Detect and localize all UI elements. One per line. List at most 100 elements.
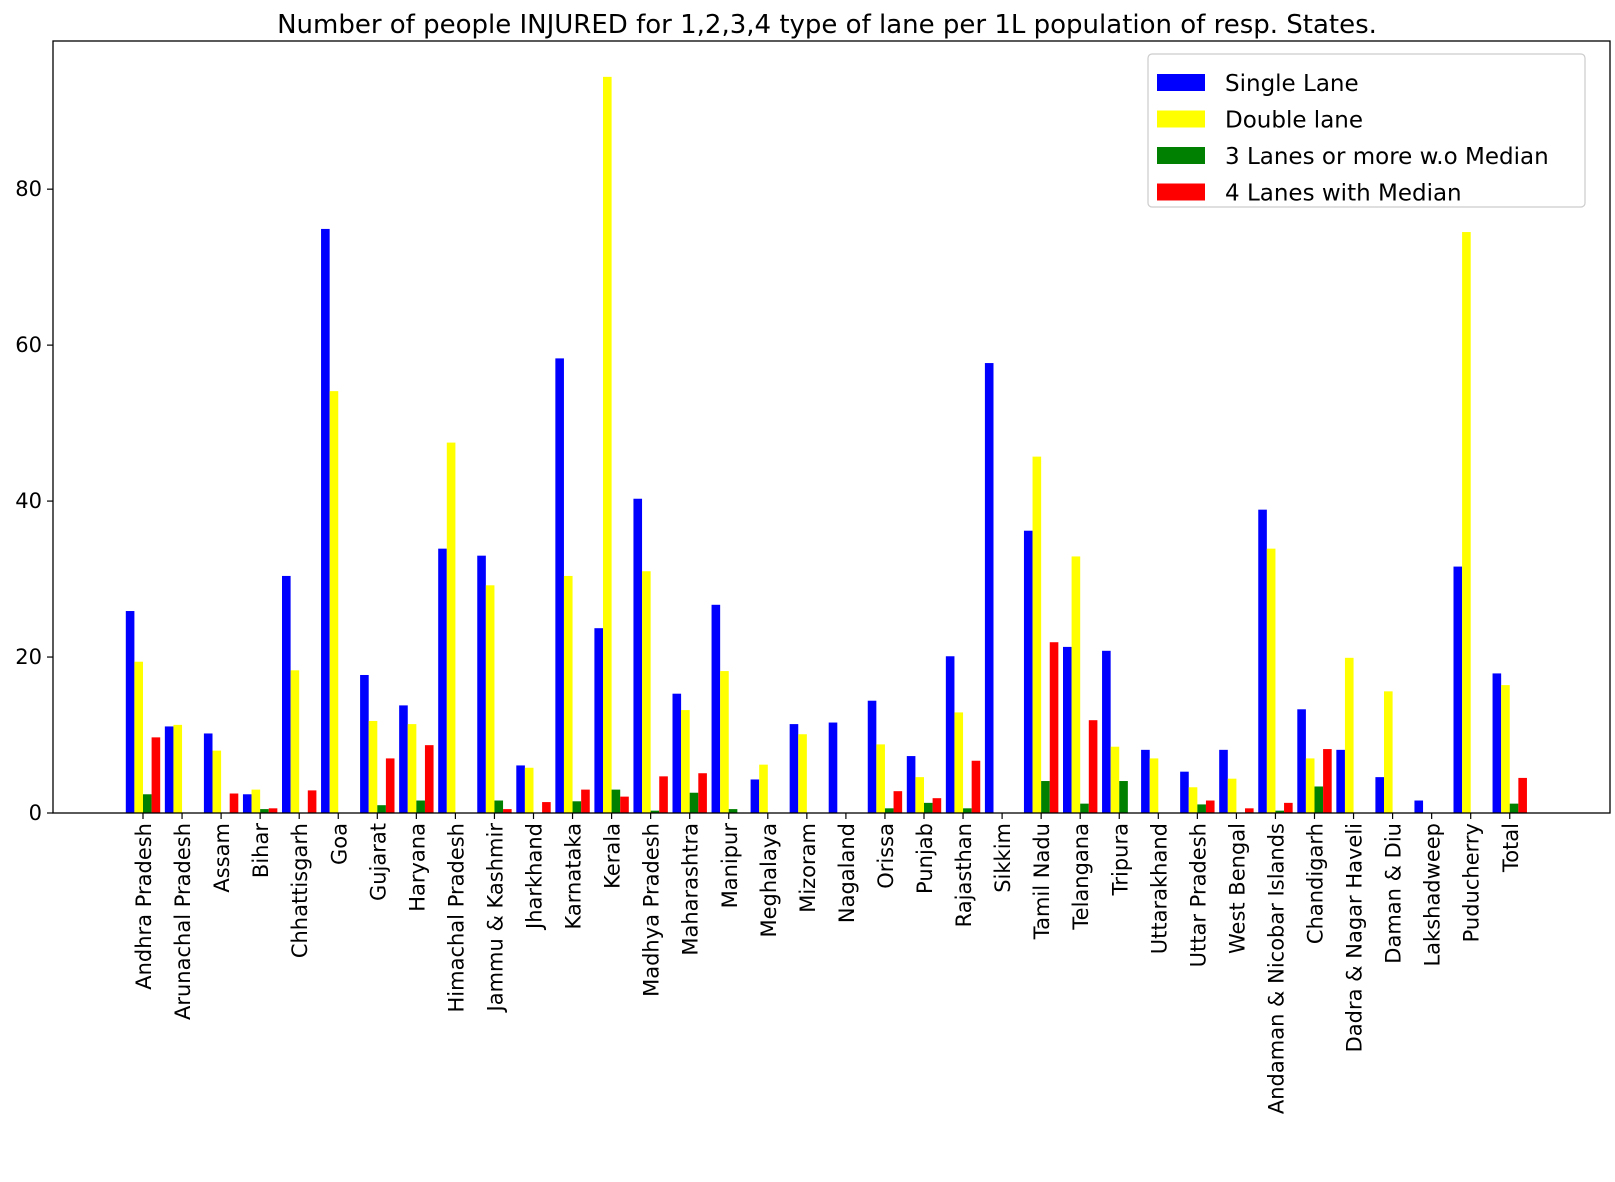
bar-4-28	[1205, 800, 1215, 813]
bar-3-20	[884, 808, 894, 813]
bar-4-15	[698, 773, 707, 813]
bar-2-29	[1227, 778, 1237, 813]
bar-3-16	[728, 809, 738, 813]
x-tick-label: Kerala	[601, 823, 625, 889]
legend-label: Double lane	[1225, 108, 1363, 134]
bar-2-1	[134, 661, 143, 813]
bar-2-25	[1071, 556, 1081, 813]
bar-4-20	[893, 791, 903, 813]
bar-2-18	[798, 734, 807, 813]
bar-4-1	[151, 737, 161, 813]
bar-3-25	[1080, 803, 1089, 813]
bar-1-32	[1336, 749, 1345, 813]
bar-1-14	[633, 498, 643, 813]
bar-2-12	[563, 575, 573, 813]
bar-4-10	[503, 809, 512, 813]
bar-3-10	[494, 800, 504, 813]
bar-1-23	[984, 363, 994, 813]
legend-label: 3 Lanes or more w.o Median	[1225, 144, 1549, 170]
bar-2-2	[173, 724, 183, 813]
x-tick-label: Goa	[327, 823, 351, 865]
bar-1-10	[477, 555, 486, 813]
x-tick-label: Manipur	[718, 823, 742, 909]
bar-2-26	[1110, 746, 1120, 813]
bar-1-26	[1102, 650, 1111, 813]
bar-2-24	[1032, 456, 1042, 813]
bar-4-8	[424, 745, 434, 813]
bar-3-14	[650, 810, 660, 813]
legend-swatch	[1157, 147, 1205, 164]
x-tick-label: Telangana	[1069, 823, 1093, 931]
x-tick-label: Uttarakhand	[1147, 823, 1171, 954]
bar-1-17	[750, 779, 760, 813]
bar-3-21	[924, 802, 933, 813]
bar-2-20	[876, 744, 885, 813]
bar-2-3	[212, 750, 222, 813]
bar-2-36	[1501, 685, 1510, 813]
bar-1-13	[594, 628, 603, 813]
x-tick-label: Andhra Pradesh	[132, 823, 156, 990]
bar-4-3	[229, 793, 239, 813]
bar-1-8	[399, 705, 408, 813]
bar-1-9	[438, 548, 447, 813]
bar-1-28	[1180, 771, 1189, 813]
y-axis-ticks: 0 20 40 60 80	[15, 177, 53, 825]
x-tick-label: Karnataka	[562, 823, 586, 929]
bar-2-7	[368, 720, 378, 813]
x-axis-ticks: Andhra Pradesh Arunachal Pradesh Assam Biha…	[132, 813, 1523, 1114]
bar-4-24	[1049, 642, 1059, 813]
legend: Single Lane Double lane 3 Lanes or more w.…	[1147, 53, 1586, 208]
x-tick-label: Rajasthan	[952, 823, 976, 927]
bar-1-22	[945, 656, 955, 813]
bar-4-13	[620, 796, 629, 813]
legend-swatch	[1157, 74, 1205, 91]
bar-2-27	[1149, 758, 1159, 813]
bar-2-21	[915, 777, 924, 813]
bar-3-7	[377, 805, 386, 813]
bar-1-3	[203, 733, 213, 813]
bar-2-13	[603, 76, 612, 814]
x-tick-label: Mizoram	[796, 823, 820, 913]
bar-1-19	[828, 722, 838, 813]
bar-2-30	[1266, 548, 1276, 813]
x-tick-label: Lakshadweep	[1421, 823, 1445, 967]
bar-2-35	[1462, 232, 1471, 814]
bar-1-1	[125, 611, 135, 813]
legend-label: 4 Lanes with Median	[1225, 181, 1462, 207]
bar-2-11	[524, 767, 534, 813]
bar-3-1	[143, 794, 152, 813]
x-tick-label: Haryana	[405, 823, 429, 912]
bar-4-5	[307, 790, 317, 813]
bar-1-31	[1297, 709, 1306, 813]
bar-3-31	[1314, 786, 1324, 813]
bar-3-28	[1197, 804, 1206, 813]
bar-1-27	[1141, 749, 1150, 813]
x-tick-label: Tamil Nadu	[1030, 823, 1054, 940]
x-tick-label: Punjab	[913, 823, 937, 894]
bar-4-21	[932, 798, 942, 813]
bar-4-12	[581, 789, 590, 813]
bar-3-24	[1041, 781, 1050, 813]
bar-2-22	[954, 712, 964, 813]
bar-2-16	[720, 671, 729, 813]
bar-3-8	[416, 800, 425, 813]
bar-2-10	[485, 585, 495, 813]
plot-frame	[52, 40, 1611, 814]
legend-swatch	[1157, 110, 1205, 128]
bar-3-36	[1509, 803, 1519, 813]
bar-3-4	[260, 809, 269, 813]
bar-2-9	[446, 442, 456, 813]
x-tick-label: Maharashtra	[679, 823, 703, 956]
bar-1-21	[906, 756, 916, 813]
bar-4-29	[1245, 808, 1254, 813]
x-tick-label: Chandigarh	[1304, 823, 1328, 944]
x-tick-label: Uttar Pradesh	[1186, 823, 1210, 967]
legend-label: Single Lane	[1225, 71, 1359, 97]
x-tick-label: Orissa	[874, 823, 898, 889]
x-tick-label: Madhya Pradesh	[640, 823, 664, 997]
bar-1-11	[516, 765, 525, 813]
x-tick-label: Total	[1499, 823, 1523, 873]
bar-1-36	[1492, 673, 1502, 813]
legend-box	[1147, 53, 1586, 208]
